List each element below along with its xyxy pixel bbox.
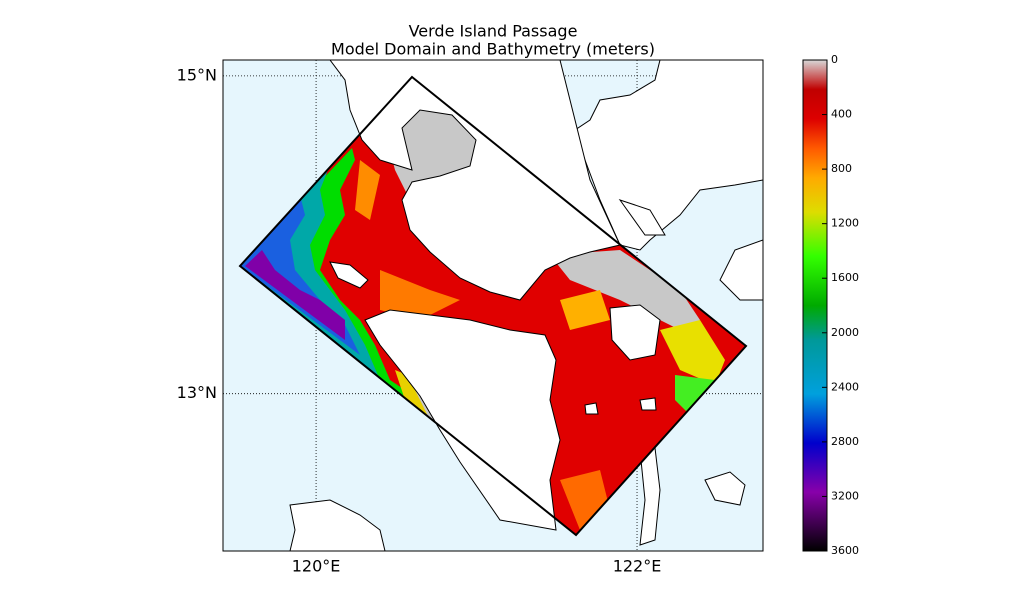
lat-label: 15°N [177,65,217,84]
colorbar-label: 800 [831,162,852,175]
land-inside [329,60,661,531]
colorbar-ticks: 0 400 800 1200 1600 2000 2400 2800 3200 3600 [822,53,859,557]
map-frame [222,59,764,552]
colorbar-label: 1200 [831,217,859,230]
lon-label: 120°E [292,557,341,576]
colorbar-label: 3600 [831,544,859,557]
colorbar-label: 1600 [831,271,859,284]
colorbar-label: 0 [831,53,838,66]
colorbar [802,59,828,552]
lon-label: 122°E [613,557,662,576]
model-domain [238,75,748,537]
colorbar-label: 3200 [831,489,859,502]
colorbar-label: 2400 [831,380,859,393]
colorbar-label: 2800 [831,435,859,448]
title-line: Verde Island Passage [409,22,578,41]
title-line: Model Domain and Bathymetry (meters) [331,40,655,59]
lat-label: 13°N [177,383,217,402]
colorbar-label: 400 [831,108,852,121]
colorbar-label: 2000 [831,326,859,339]
